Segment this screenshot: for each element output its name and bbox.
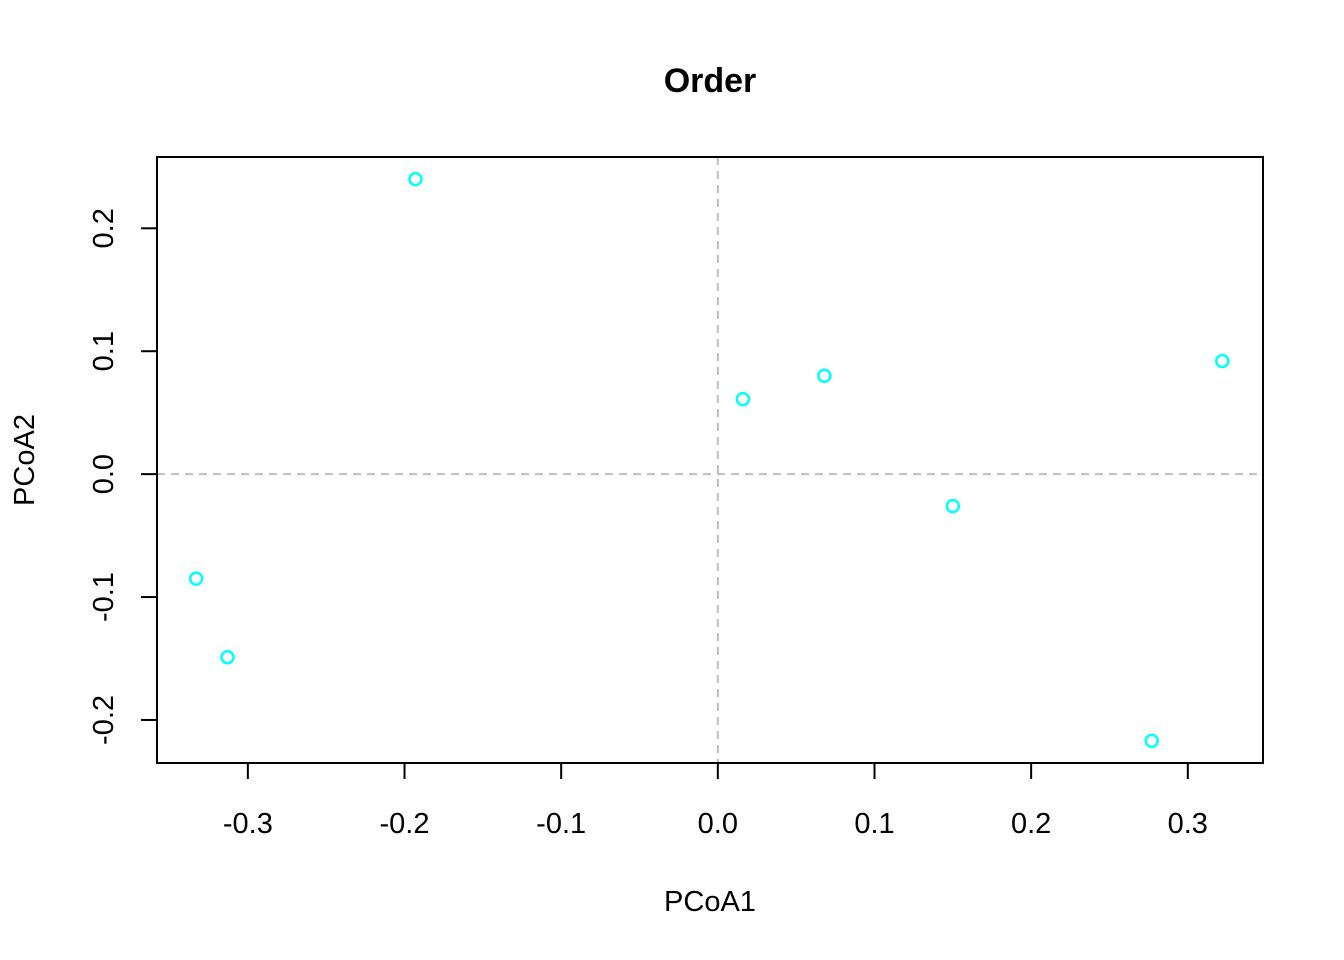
y-axis: -0.2 -0.1 0.0 0.1 0.2 <box>88 208 158 745</box>
y-tick-label: 0.2 <box>88 208 120 248</box>
data-point-8 <box>1215 353 1230 369</box>
y-tick-label: -0.1 <box>88 572 120 622</box>
x-tick-label: -0.1 <box>536 808 586 840</box>
plot-frame <box>156 156 1264 764</box>
data-point-3 <box>220 650 235 665</box>
x-tick-label: 0.2 <box>1011 808 1051 840</box>
data-point-4 <box>735 391 751 407</box>
y-tick-label: -0.2 <box>88 695 120 745</box>
data-point-1 <box>408 171 423 187</box>
chart-title: Order <box>664 62 757 100</box>
x-tick-label: -0.3 <box>223 808 273 840</box>
y-tick-label: 0.0 <box>88 454 120 494</box>
data-point-7 <box>1144 733 1160 749</box>
x-tick-label: 0.3 <box>1168 808 1208 840</box>
data-point-2 <box>188 571 204 586</box>
data-point-6 <box>945 498 961 514</box>
x-tick-label: 0.0 <box>698 808 738 840</box>
x-tick-label: -0.2 <box>380 808 430 840</box>
reference-lines <box>157 157 1263 763</box>
y-axis-label: PCoA2 <box>9 414 41 506</box>
x-tick-label: 0.1 <box>854 808 894 840</box>
y-tick-label: 0.1 <box>88 331 120 371</box>
data-points <box>188 171 1230 749</box>
data-point-5 <box>817 368 832 384</box>
x-axis: -0.3 -0.2 -0.1 0.0 0.1 0.2 0.3 <box>223 762 1208 840</box>
x-axis-label: PCoA1 <box>664 886 756 918</box>
